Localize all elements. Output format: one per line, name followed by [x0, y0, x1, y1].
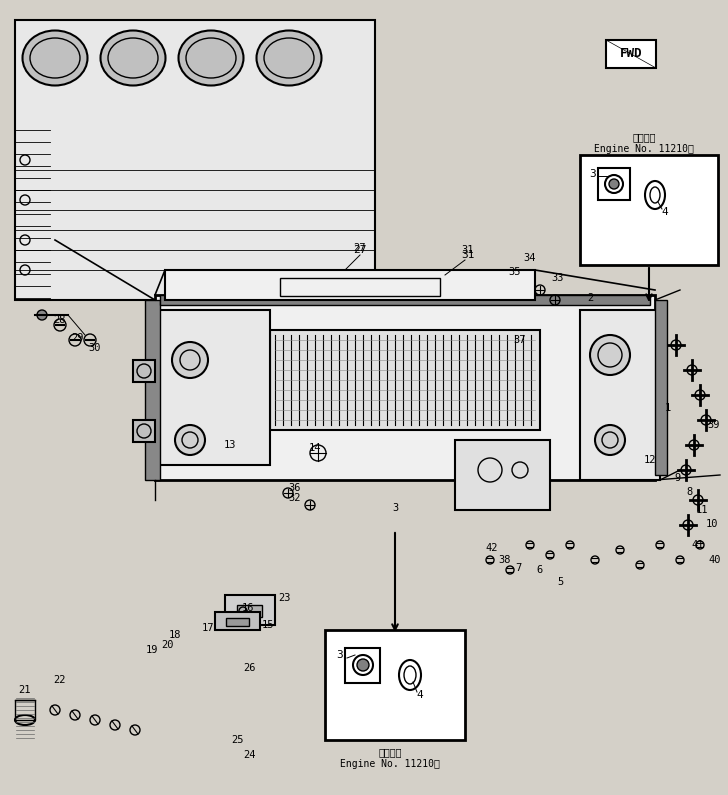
Text: 13: 13 — [223, 440, 237, 450]
Bar — [145, 300, 160, 480]
Bar — [226, 618, 249, 626]
Text: 41: 41 — [692, 540, 704, 550]
Text: 28: 28 — [54, 315, 66, 325]
Bar — [598, 168, 630, 200]
Ellipse shape — [23, 30, 87, 86]
Text: 15: 15 — [262, 620, 274, 630]
Text: 14: 14 — [309, 443, 321, 453]
Text: 40: 40 — [709, 555, 721, 565]
Text: 4: 4 — [416, 690, 424, 700]
Text: 42: 42 — [486, 543, 498, 553]
Text: 適用号機: 適用号機 — [379, 747, 402, 757]
Text: 26: 26 — [244, 663, 256, 673]
Bar — [215, 612, 260, 630]
Text: 19: 19 — [146, 645, 158, 655]
Text: 25: 25 — [232, 735, 245, 745]
Text: 5: 5 — [557, 577, 563, 587]
Text: 17: 17 — [202, 623, 214, 633]
Text: 29: 29 — [72, 333, 84, 343]
Text: 34: 34 — [523, 253, 537, 263]
Text: 1: 1 — [665, 403, 671, 413]
Text: 36: 36 — [289, 483, 301, 493]
Bar — [155, 295, 655, 480]
Text: 27: 27 — [353, 245, 367, 255]
Ellipse shape — [100, 30, 165, 86]
Text: 11: 11 — [696, 505, 708, 515]
Text: 31: 31 — [462, 245, 474, 255]
Bar — [165, 270, 535, 300]
Text: 38: 38 — [499, 555, 511, 565]
Text: FWD: FWD — [620, 46, 642, 60]
Text: 35: 35 — [509, 267, 521, 277]
Text: 8: 8 — [687, 487, 693, 497]
Text: 21: 21 — [19, 685, 31, 695]
Bar — [455, 440, 550, 510]
Ellipse shape — [178, 30, 243, 86]
Text: 33: 33 — [552, 273, 564, 283]
Text: 9: 9 — [675, 473, 681, 483]
Bar — [155, 310, 270, 465]
Text: 30: 30 — [89, 343, 101, 353]
Text: 3: 3 — [336, 650, 344, 660]
Text: 27: 27 — [354, 243, 366, 253]
Circle shape — [590, 335, 630, 375]
Text: 12: 12 — [644, 455, 656, 465]
Bar — [270, 330, 540, 430]
Text: 16: 16 — [242, 603, 254, 613]
Bar — [655, 300, 667, 475]
Text: 22: 22 — [54, 675, 66, 685]
Bar — [237, 605, 262, 617]
Bar — [280, 278, 440, 296]
Circle shape — [357, 659, 369, 671]
Text: 32: 32 — [289, 493, 301, 503]
Text: 3: 3 — [590, 169, 596, 179]
Text: 6: 6 — [537, 565, 543, 575]
Bar — [15, 20, 375, 300]
Ellipse shape — [256, 30, 322, 86]
Bar — [160, 295, 650, 305]
Bar — [580, 155, 718, 265]
Text: 24: 24 — [244, 750, 256, 760]
Text: 2: 2 — [587, 293, 593, 303]
Text: 23: 23 — [279, 593, 291, 603]
Text: 適用号機: 適用号機 — [632, 132, 656, 142]
Text: 20: 20 — [162, 640, 174, 650]
Text: 7: 7 — [515, 563, 521, 573]
Bar — [606, 40, 656, 68]
Text: 10: 10 — [705, 519, 719, 529]
Circle shape — [37, 310, 47, 320]
Circle shape — [175, 425, 205, 455]
Bar — [225, 595, 275, 625]
Text: 31: 31 — [462, 250, 475, 260]
Circle shape — [172, 342, 208, 378]
Bar — [133, 360, 155, 382]
Text: 18: 18 — [169, 630, 181, 640]
Bar — [345, 648, 380, 683]
Text: 4: 4 — [662, 207, 668, 217]
Text: Engine No. 11210～: Engine No. 11210～ — [340, 759, 440, 769]
Text: 37: 37 — [514, 335, 526, 345]
Bar — [15, 700, 35, 720]
Circle shape — [595, 425, 625, 455]
Bar — [133, 420, 155, 442]
Text: 3: 3 — [392, 503, 398, 513]
Bar — [325, 630, 465, 740]
Bar — [580, 310, 660, 480]
Text: Engine No. 11210～: Engine No. 11210～ — [594, 144, 694, 154]
Circle shape — [609, 179, 619, 189]
Text: 39: 39 — [708, 420, 720, 430]
